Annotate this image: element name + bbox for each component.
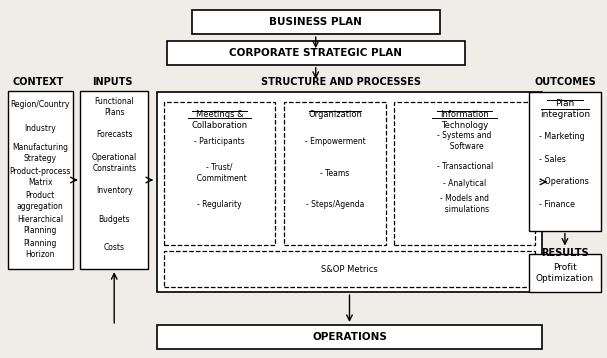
Text: Budgets: Budgets [98,214,130,223]
Bar [529,92,601,231]
Text: - Operations: - Operations [539,178,589,187]
Text: - Marketing: - Marketing [539,132,585,141]
Text: Functional
Plans: Functional Plans [94,97,134,117]
Text: - Models and
  simulations: - Models and simulations [440,194,489,214]
Text: Hierarchical
Planning: Hierarchical Planning [17,215,63,235]
Text: BUSINESS PLAN: BUSINESS PLAN [270,17,362,27]
Bar [394,102,535,246]
Text: - Sales: - Sales [539,155,566,164]
Text: Manufacturing
Strategy: Manufacturing Strategy [12,143,68,163]
Bar [157,325,542,349]
Bar [164,251,535,287]
Bar [8,91,72,269]
Bar [167,41,464,65]
Text: S&OP Metrics: S&OP Metrics [321,265,378,274]
Text: - Trust/
  Commitment: - Trust/ Commitment [192,163,247,183]
Text: - Finance: - Finance [539,200,575,209]
Text: Industry: Industry [24,124,56,133]
Bar [81,91,148,269]
Text: Product
aggregation: Product aggregation [17,191,64,211]
Text: RESULTS: RESULTS [541,248,589,258]
Text: Costs: Costs [104,243,124,252]
Text: - Regularity: - Regularity [197,200,242,209]
Text: Inventory: Inventory [96,187,132,195]
Text: - Steps/Agenda: - Steps/Agenda [306,200,364,209]
Text: - Empowerment: - Empowerment [305,137,365,146]
Text: CORPORATE STRATEGIC PLAN: CORPORATE STRATEGIC PLAN [229,48,402,58]
Bar [284,102,386,246]
Text: Meetings &
Collaboration: Meetings & Collaboration [191,110,248,130]
Text: - Participants: - Participants [194,137,245,146]
Bar [192,10,440,34]
Text: Planning
Horizon: Planning Horizon [24,239,57,259]
Text: INPUTS: INPUTS [92,77,132,87]
Bar [529,255,601,292]
Text: Profit
Optimization: Profit Optimization [536,263,594,283]
Text: - Analytical: - Analytical [443,179,486,188]
Text: STRUCTURE AND PROCESSES: STRUCTURE AND PROCESSES [260,77,421,87]
Text: Information
Technology: Information Technology [440,110,489,130]
Text: Organization: Organization [308,110,362,118]
Text: Operational
Constraints: Operational Constraints [92,153,137,173]
Text: OUTCOMES: OUTCOMES [534,77,596,87]
Bar [157,92,542,292]
Bar [164,102,275,246]
Text: - Systems and
  Software: - Systems and Software [438,131,492,151]
Text: - Transactional: - Transactional [436,161,493,171]
Text: - Teams: - Teams [320,169,350,178]
Text: CONTEXT: CONTEXT [12,77,63,87]
Text: Region/Country: Region/Country [10,100,70,109]
Text: Plan
integration: Plan integration [540,98,590,119]
Text: OPERATIONS: OPERATIONS [312,332,387,342]
Text: Product-process
Matrix: Product-process Matrix [10,167,71,187]
Text: Forecasts: Forecasts [96,130,132,139]
